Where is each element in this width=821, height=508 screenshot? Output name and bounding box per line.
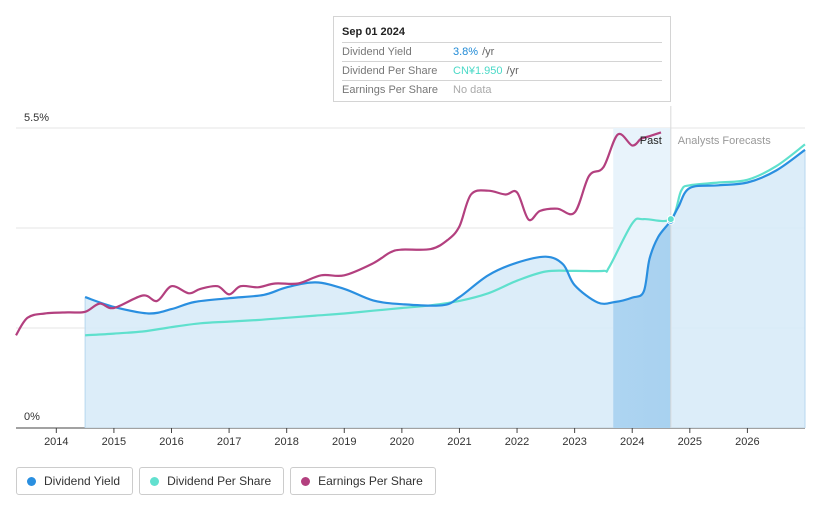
- tooltip-value: 3.8%: [453, 46, 479, 58]
- dividend-yield-line: [84, 148, 806, 315]
- chart-legend: Dividend Yield Dividend Per Share Earnin…: [16, 467, 436, 495]
- x-tick-label: 2018: [274, 436, 298, 448]
- legend-dot-icon: [301, 476, 311, 486]
- dividend-chart: 5.5% 0% Past Analysts Forecasts 2014 2015…: [15, 106, 806, 448]
- legend-label: Dividend Yield: [44, 474, 121, 488]
- dividend-yield-area: [85, 149, 806, 429]
- forecast-label: Analysts Forecasts: [678, 135, 771, 147]
- tooltip-date: Sep 01 2024: [342, 23, 662, 43]
- chart-tooltip: Sep 01 2024 Dividend Yield 3.8% /yr Divi…: [333, 16, 671, 102]
- past-highlight-area: [613, 220, 671, 428]
- y-axis-bottom-label: 0%: [24, 411, 40, 423]
- x-tick-label: 2026: [735, 436, 759, 448]
- dividend-per-share-point: [666, 215, 675, 224]
- past-label: Past: [640, 135, 662, 147]
- legend-label: Earnings Per Share: [318, 474, 423, 488]
- x-tick-label: 2014: [44, 436, 68, 448]
- x-tick-label: 2024: [620, 436, 644, 448]
- legend-item-dividend-yield[interactable]: Dividend Yield: [16, 467, 134, 495]
- tooltip-row-dividend-yield: Dividend Yield 3.8% /yr: [342, 43, 662, 62]
- x-axis-ticks: 2014 2015 2016 2017 2018 2019 2020 2021 2022 2023…: [44, 428, 760, 448]
- tooltip-label: Dividend Per Share: [342, 65, 438, 77]
- tooltip-label: Earnings Per Share: [342, 84, 438, 96]
- x-tick-label: 2017: [217, 436, 241, 448]
- x-tick-label: 2023: [562, 436, 586, 448]
- tooltip-value: No data: [453, 84, 492, 96]
- legend-dot-icon: [150, 476, 160, 486]
- tooltip-unit: /yr: [482, 46, 495, 58]
- y-axis-top-label: 5.5%: [24, 112, 49, 124]
- series-lines: [15, 131, 806, 337]
- x-tick-label: 2021: [447, 436, 471, 448]
- x-tick-label: 2025: [678, 436, 702, 448]
- legend-item-earnings-per-share[interactable]: Earnings Per Share: [290, 467, 436, 495]
- x-tick-label: 2016: [159, 436, 183, 448]
- dividend-per-share-line: [85, 143, 806, 337]
- legend-label: Dividend Per Share: [167, 474, 272, 488]
- x-tick-label: 2019: [332, 436, 356, 448]
- legend-item-dividend-per-share[interactable]: Dividend Per Share: [139, 467, 285, 495]
- x-tick-label: 2022: [505, 436, 529, 448]
- x-tick-label: 2020: [390, 436, 414, 448]
- axis-labels: 5.5% 0% Past Analysts Forecasts: [24, 112, 771, 423]
- area-fills: [84, 106, 806, 429]
- x-tick-label: 2015: [102, 436, 126, 448]
- earnings-per-share-line: [15, 131, 662, 336]
- tooltip-label: Dividend Yield: [342, 46, 412, 58]
- tooltip-unit: /yr: [506, 65, 519, 77]
- tooltip-row-earnings-per-share: Earnings Per Share No data: [342, 81, 662, 99]
- legend-dot-icon: [27, 476, 36, 486]
- chart-marks: [666, 215, 675, 225]
- tooltip-row-dividend-per-share: Dividend Per Share CN¥1.950 /yr: [342, 62, 662, 81]
- tooltip-value: CN¥1.950: [453, 65, 503, 77]
